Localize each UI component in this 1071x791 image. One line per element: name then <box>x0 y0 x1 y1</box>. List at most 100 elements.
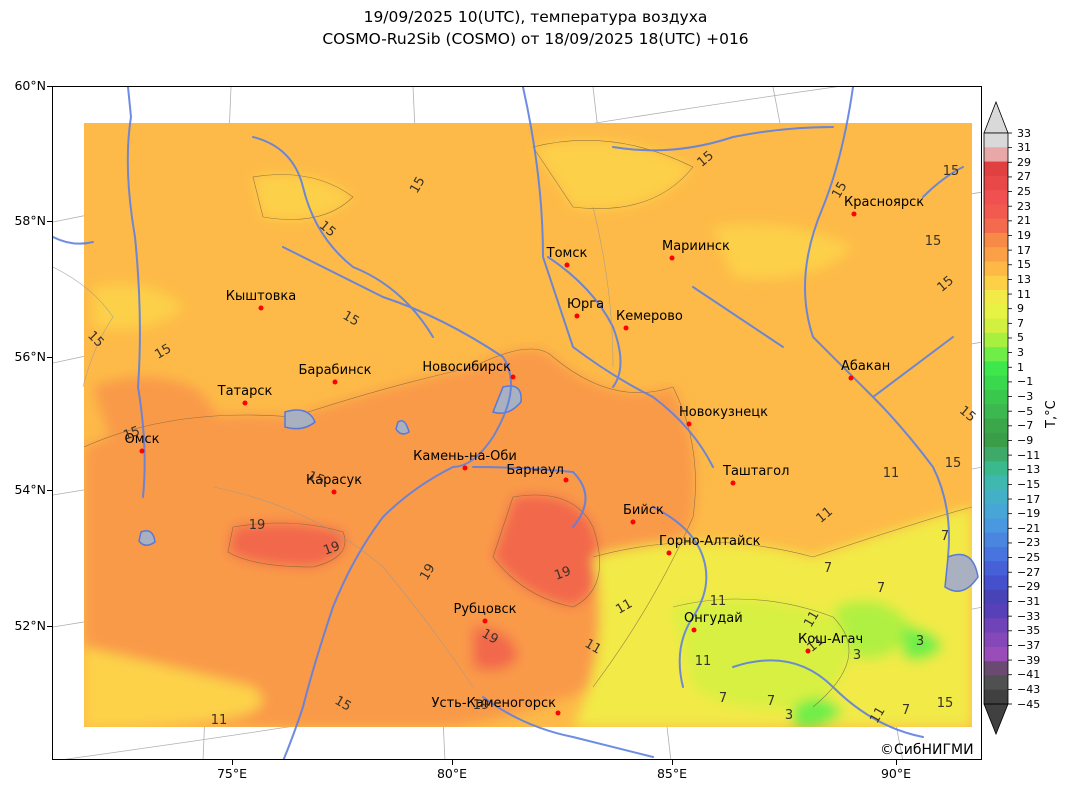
colorbar-tick-label: −21 <box>1017 521 1041 535</box>
colorbar-segment <box>984 389 1008 405</box>
city-marker[interactable] <box>462 465 468 471</box>
city-marker[interactable] <box>139 448 145 454</box>
city-marker[interactable] <box>555 710 561 716</box>
lon-tick <box>232 760 233 765</box>
city-marker[interactable] <box>574 313 580 319</box>
city-label: Кош-Агач <box>798 632 863 647</box>
city-marker[interactable] <box>258 305 264 311</box>
colorbar-segment <box>984 375 1008 391</box>
city-label: Томск <box>546 246 588 261</box>
colorbar-tick-label: 27 <box>1017 170 1031 184</box>
city-marker[interactable] <box>564 262 570 268</box>
city-marker[interactable] <box>686 421 692 427</box>
colorbar-tick-label: −23 <box>1017 536 1041 550</box>
city-marker[interactable] <box>510 374 516 380</box>
city-label: Таштагол <box>722 464 789 479</box>
colorbar-segment <box>984 475 1008 491</box>
city-label: Усть-Каменогорск <box>432 696 557 711</box>
lon-label: 80°E <box>436 766 468 781</box>
contour-label: 7 <box>941 529 949 544</box>
contour-label: 19 <box>249 518 266 533</box>
colorbar-tick-label: 17 <box>1017 243 1031 257</box>
colorbar-title: T,°C <box>1044 400 1059 428</box>
lat-tick <box>47 626 52 627</box>
colorbar-tick-label: 25 <box>1017 185 1031 199</box>
city-marker[interactable] <box>691 627 697 633</box>
colorbar-tick-label: −43 <box>1017 682 1041 696</box>
contour-label: 11 <box>613 596 635 617</box>
colorbar-min-arrow <box>983 703 1009 736</box>
colorbar-tick-label: −11 <box>1017 448 1041 462</box>
lon-tick <box>452 760 453 765</box>
colorbar-tick-label: 7 <box>1017 316 1024 330</box>
city-label: Онгудай <box>684 611 743 626</box>
contour-label: 7 <box>877 581 885 596</box>
city-marker[interactable] <box>730 480 736 486</box>
lat-tick <box>47 221 52 222</box>
borders <box>53 206 614 688</box>
colorbar-segment <box>984 689 1008 705</box>
colorbar-segment <box>984 204 1008 220</box>
city-label: Мариинск <box>662 239 730 254</box>
colorbar-tick-label: −39 <box>1017 653 1041 667</box>
city-marker[interactable] <box>848 375 854 381</box>
colorbar-tick-label: −37 <box>1017 638 1041 652</box>
colorbar-segment <box>984 489 1008 505</box>
city-marker[interactable] <box>242 400 248 406</box>
colorbar-tick-label: 3 <box>1017 346 1024 360</box>
lat-label: 58°N <box>14 213 46 228</box>
contour-label: 19 <box>479 626 501 647</box>
city-marker[interactable] <box>331 489 337 495</box>
colorbar-tick-label: −1 <box>1017 375 1034 389</box>
colorbar-segment <box>984 618 1008 634</box>
city-marker[interactable] <box>851 211 857 217</box>
contour-label: 7 <box>767 694 775 709</box>
colorbar-segment <box>984 361 1008 377</box>
city-marker[interactable] <box>563 477 569 483</box>
lat-tick <box>47 86 52 87</box>
contour-label: 15 <box>121 424 142 444</box>
colorbar-tick-label: −5 <box>1017 404 1034 418</box>
city-marker[interactable] <box>669 255 675 261</box>
contour-label: 15 <box>332 693 354 714</box>
map-area[interactable]: Томск Мариинск Красноярск Кыштовка Юрга Кемер… <box>52 86 982 760</box>
city-label: Татарск <box>217 384 273 399</box>
city-marker[interactable] <box>630 519 636 525</box>
colorbar-segment <box>984 432 1008 448</box>
colorbar-segment <box>984 147 1008 163</box>
contour-label: 15 <box>937 696 954 711</box>
colorbar-segment <box>984 332 1008 348</box>
colorbar-tick-label: −29 <box>1017 580 1041 594</box>
city-marker[interactable] <box>332 379 338 385</box>
contour-label: 11 <box>801 608 822 630</box>
colorbar-max-arrow <box>983 100 1009 134</box>
colorbar-segment <box>984 575 1008 591</box>
city-label: Камень-на-Оби <box>413 449 517 464</box>
city-marker[interactable] <box>805 648 811 654</box>
city-marker[interactable] <box>482 618 488 624</box>
contour-label: 15 <box>945 456 962 471</box>
city-marker[interactable] <box>623 325 629 331</box>
colorbar-tick-label: 15 <box>1017 258 1031 272</box>
colorbar-tick-label: 1 <box>1017 360 1024 374</box>
colorbar-segment <box>984 190 1008 205</box>
city-marker[interactable] <box>666 550 672 556</box>
city-label: Кыштовка <box>226 289 296 304</box>
colorbar-segment <box>984 404 1008 419</box>
lat-tick <box>47 490 52 491</box>
map-title-line2: COSMO-Ru2Sib (COSMO) от 18/09/2025 18(UT… <box>322 30 749 48</box>
colorbar-tick-label: −27 <box>1017 565 1041 579</box>
copyright-notice: ©СибНИГМИ <box>880 742 974 758</box>
city-label: Барабинск <box>298 363 371 378</box>
colorbar-frame <box>983 132 1009 705</box>
contour-label: 15 <box>152 341 174 362</box>
colorbar-tick-label: −19 <box>1017 507 1041 521</box>
colorbar-segment <box>984 275 1008 291</box>
colorbar-tick-label: −33 <box>1017 609 1041 623</box>
colorbar-tick-label: 21 <box>1017 214 1031 228</box>
colorbar-segment <box>984 661 1008 676</box>
colorbar-segment <box>984 304 1008 320</box>
city-label: Красноярск <box>844 195 924 210</box>
colorbar-tick-label: 11 <box>1017 287 1031 301</box>
